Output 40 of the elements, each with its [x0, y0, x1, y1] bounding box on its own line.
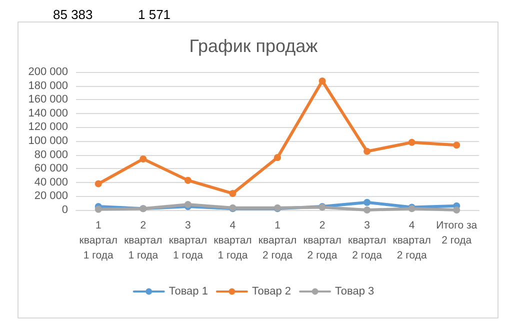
x-tick-label: 4 квартал 1 года: [214, 220, 252, 262]
y-tick-label: 180 000: [28, 80, 68, 92]
point: [453, 142, 460, 149]
point: [94, 180, 102, 188]
y-tick-label: 40 000: [34, 176, 68, 188]
y-tick-label: 20 000: [34, 190, 68, 202]
point: [453, 206, 460, 214]
point: [364, 206, 371, 214]
x-tick-label: 1 квартал 2 года: [258, 220, 297, 262]
chart-title: График продаж: [189, 36, 318, 56]
point: [318, 77, 326, 84]
x-tick-label: Итого за 2 года: [436, 220, 478, 246]
point: [94, 206, 102, 213]
legend-label: Товар 1: [168, 286, 208, 298]
y-tick-label: 160 000: [28, 94, 68, 106]
point: [184, 200, 192, 208]
point: [408, 138, 416, 146]
y-tick-label: 80 000: [34, 148, 68, 161]
y-tick-label: 0: [62, 204, 68, 216]
point: [364, 148, 371, 155]
point: [364, 198, 371, 206]
legend-label: Товар 2: [252, 286, 292, 298]
y-tick-label: 140 000: [28, 107, 68, 120]
point: [140, 155, 147, 162]
y-tick-label: 200 000: [28, 66, 68, 78]
point: [274, 154, 281, 162]
text: 1 571: [138, 7, 171, 22]
x-tick-label: 2 квартал 2 года: [303, 220, 342, 262]
x-tick-label: 3 квартал 2 года: [348, 220, 386, 262]
x-tick-label: 3 квартал 1 года: [168, 220, 208, 262]
x-tick-label: 4 квартал 2 года: [392, 220, 431, 262]
y-tick-label: 60 000: [34, 162, 68, 175]
point: [184, 176, 192, 184]
point: [229, 190, 236, 197]
y-tick-label: 120 000: [28, 121, 68, 134]
legend-label: Товар 3: [335, 286, 374, 298]
text: 85 383: [53, 7, 93, 22]
x-tick-label: 2 квартал 1 года: [124, 220, 162, 262]
x-tick-label: 1 квартал 1 года: [79, 220, 118, 262]
y-tick-label: 100 000: [28, 135, 68, 147]
